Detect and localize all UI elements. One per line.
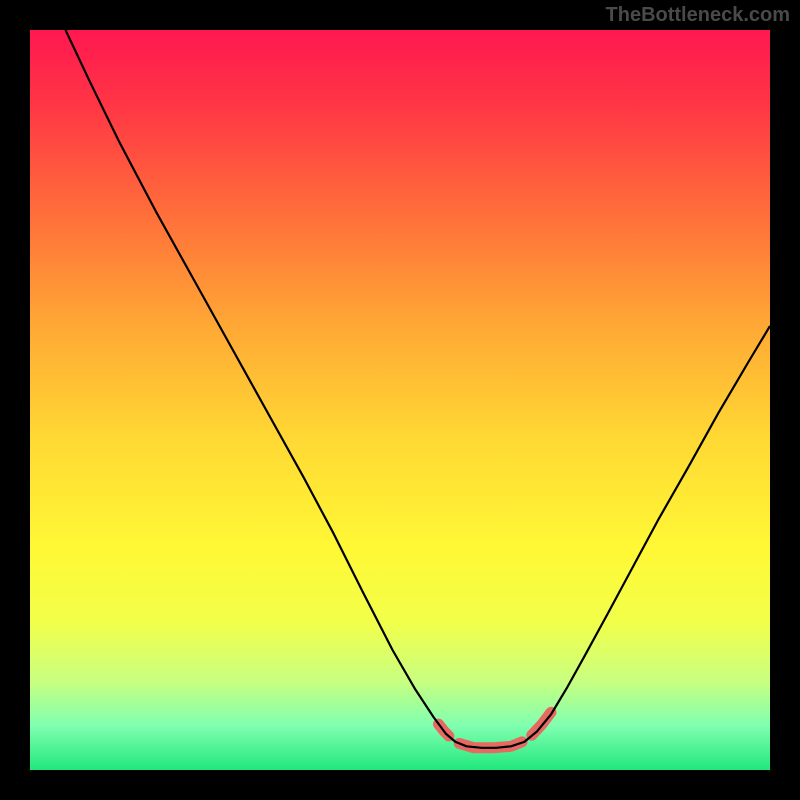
watermark-text: TheBottleneck.com xyxy=(606,4,790,27)
highlight-segment-2 xyxy=(532,712,551,735)
plot-area xyxy=(30,30,770,770)
curve-layer xyxy=(30,30,770,770)
bottleneck-curve xyxy=(66,30,770,748)
